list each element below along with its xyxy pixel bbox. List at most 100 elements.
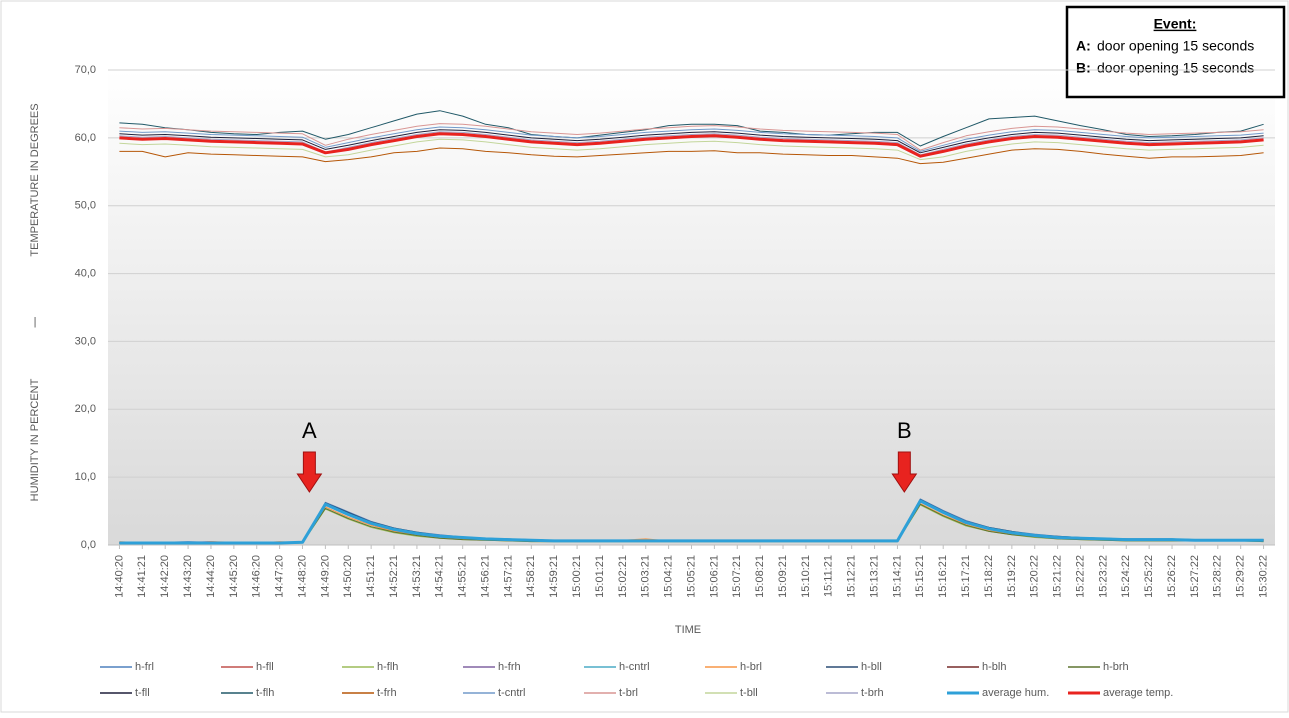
legend-label: h-flh — [377, 661, 398, 673]
x-tick-label: 15:17:21 — [960, 555, 972, 598]
annotation-arrow — [891, 451, 918, 493]
x-tick-label: 15:00:21 — [571, 555, 583, 598]
legend-label: h-brl — [740, 661, 762, 673]
x-tick-label: 14:46:20 — [251, 555, 263, 598]
x-tick-label: 15:09:21 — [777, 555, 789, 598]
series-line — [119, 131, 1264, 156]
x-tick-label: 15:05:21 — [685, 555, 697, 598]
x-tick-label: 14:59:21 — [548, 555, 560, 598]
event-key: A: — [1076, 38, 1091, 54]
x-tick-label: 14:42:20 — [159, 555, 171, 598]
series-line — [119, 138, 1264, 161]
y-tick-label: 10,0 — [75, 471, 96, 483]
y-axis-title: HUMIDITY IN PERCENT — [29, 378, 41, 501]
x-tick-label: 15:06:21 — [708, 555, 720, 598]
y-axis-title: TEMPERATURE IN DEGREES — [29, 103, 41, 256]
series-line — [119, 132, 1264, 158]
x-tick-label: 15:07:21 — [731, 555, 743, 598]
x-tick-label: 14:52:21 — [388, 555, 400, 598]
x-tick-label: 15:29:22 — [1235, 555, 1247, 598]
x-tick-label: 14:51:21 — [365, 555, 377, 598]
legend-label: t-brh — [861, 687, 884, 699]
legend-label: h-frl — [135, 661, 154, 673]
y-tick-label: 40,0 — [75, 267, 96, 279]
x-tick-label: 15:23:22 — [1097, 555, 1109, 598]
event-key: B: — [1076, 60, 1091, 76]
event-text: door opening 15 seconds — [1097, 60, 1254, 76]
y-tick-label: 50,0 — [75, 200, 96, 212]
y-tick-label: 0,0 — [81, 539, 96, 551]
x-tick-label: 15:24:22 — [1120, 555, 1132, 598]
annotation-label: B — [897, 418, 912, 443]
legend-label: h-fll — [256, 661, 274, 673]
legend-label: h-cntrl — [619, 661, 650, 673]
x-tick-label: 15:22:22 — [1074, 555, 1086, 598]
series-line — [119, 129, 1264, 154]
x-tick-label: 15:12:21 — [846, 555, 858, 598]
x-tick-label: 14:40:20 — [113, 555, 125, 598]
x-tick-label: 15:04:21 — [663, 555, 675, 598]
x-tick-label: 15:14:21 — [891, 555, 903, 598]
series-line — [119, 126, 1264, 152]
y-tick-label: 30,0 — [75, 335, 96, 347]
x-tick-label: 15:20:22 — [1029, 555, 1041, 598]
x-tick-label: 15:11:21 — [823, 555, 835, 597]
legend-label: t-bll — [740, 687, 758, 699]
series-line — [119, 147, 1264, 165]
legend-label: average hum. — [982, 687, 1049, 699]
x-tick-label: 14:58:21 — [525, 555, 537, 598]
legend-label: h-bll — [861, 661, 882, 673]
x-tick-label: 15:01:21 — [594, 555, 606, 598]
x-tick-label: 14:48:20 — [296, 555, 308, 598]
legend-label: h-frh — [498, 661, 521, 673]
x-tick-label: 14:50:20 — [342, 555, 354, 598]
x-tick-label: 14:44:20 — [205, 555, 217, 598]
x-tick-label: 15:26:22 — [1166, 555, 1178, 598]
series-line — [119, 123, 1264, 151]
x-tick-label: 14:41:21 — [136, 555, 148, 598]
legend-label: h-blh — [982, 661, 1006, 673]
x-tick-label: 14:54:21 — [434, 555, 446, 598]
x-tick-label: 15:18:22 — [983, 555, 995, 598]
x-tick-label: 15:19:22 — [1006, 555, 1018, 598]
y-tick-label: 70,0 — [75, 64, 96, 76]
x-tick-label: 15:02:21 — [617, 555, 629, 598]
x-tick-label: 14:57:21 — [502, 555, 514, 598]
event-text: door opening 15 seconds — [1097, 38, 1254, 54]
x-tick-label: 14:56:21 — [479, 555, 491, 598]
x-tick-label: 15:30:22 — [1257, 555, 1269, 598]
x-tick-label: 15:08:21 — [754, 555, 766, 598]
x-tick-label: 14:53:21 — [411, 555, 423, 598]
series-line — [119, 110, 1264, 147]
x-axis-title: TIME — [675, 624, 701, 636]
x-tick-label: 14:49:20 — [319, 555, 331, 598]
series-line — [119, 499, 1264, 545]
legend-label: h-brh — [1103, 661, 1129, 673]
y-tick-label: 20,0 — [75, 403, 96, 415]
x-tick-label: 15:25:22 — [1143, 555, 1155, 598]
event-title: Event: — [1154, 16, 1197, 32]
event-box — [1065, 5, 1286, 99]
x-tick-label: 15:15:21 — [914, 555, 926, 598]
x-tick-label: 15:16:21 — [937, 555, 949, 598]
x-tick-label: 15:28:22 — [1212, 555, 1224, 598]
x-tick-label: 15:10:21 — [800, 555, 812, 598]
x-tick-label: 14:55:21 — [457, 555, 469, 598]
legend-label: t-frh — [377, 687, 397, 699]
y-tick-label: 60,0 — [75, 132, 96, 144]
y-axis-separator: | — [34, 316, 37, 328]
x-tick-label: 14:45:20 — [228, 555, 240, 598]
legend-label: t-fll — [135, 687, 150, 699]
x-tick-label: 15:27:22 — [1189, 555, 1201, 598]
annotation-label: A — [302, 418, 317, 443]
legend-label: t-flh — [256, 687, 274, 699]
legend-label: t-brl — [619, 687, 638, 699]
x-tick-label: 15:21:22 — [1052, 555, 1064, 598]
legend-label: t-cntrl — [498, 687, 526, 699]
annotation-arrow — [296, 451, 323, 493]
x-tick-label: 15:03:21 — [640, 555, 652, 598]
legend-label: average temp. — [1103, 687, 1173, 699]
